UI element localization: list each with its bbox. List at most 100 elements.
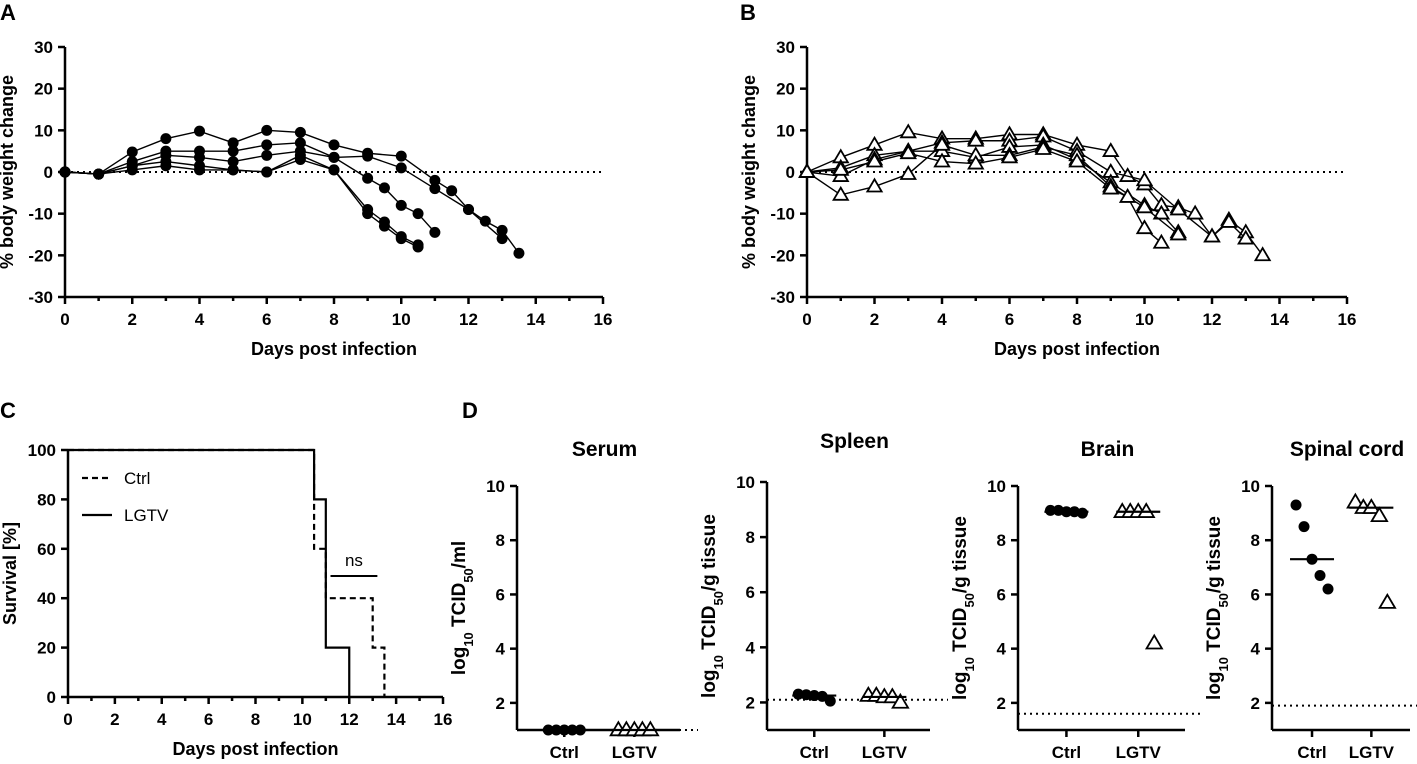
x-tick-label: LGTV <box>862 743 908 762</box>
y-tick-label: 8 <box>1251 531 1260 550</box>
data-point <box>261 149 273 161</box>
data-point <box>1034 140 1052 155</box>
data-point <box>160 160 172 172</box>
data-point <box>227 145 239 157</box>
data-point <box>899 144 917 160</box>
series-line <box>806 144 1179 233</box>
data-point <box>362 208 374 220</box>
data-point <box>261 124 273 136</box>
data-point <box>1000 148 1019 164</box>
survival-curve-lgtv <box>68 448 351 697</box>
data-point <box>378 182 390 194</box>
y-tick-label: 10 <box>486 477 505 496</box>
data-point <box>160 133 172 145</box>
x-tick-label: 12 <box>1203 310 1222 329</box>
data-point <box>126 146 138 158</box>
series-line <box>64 142 503 240</box>
data-point <box>294 154 306 165</box>
y-tick-label: 6 <box>746 583 755 602</box>
data-point <box>824 695 836 707</box>
series-line <box>64 154 419 246</box>
data-point <box>429 183 441 195</box>
panel-label: A <box>0 0 16 25</box>
data-point <box>294 137 306 149</box>
panel-title: Brain <box>1081 438 1135 461</box>
x-tick-label: 8 <box>251 710 260 729</box>
data-point <box>328 164 340 176</box>
data-point <box>227 156 239 168</box>
y-tick-label: -10 <box>28 205 53 224</box>
x-tick-label: 16 <box>434 710 453 729</box>
x-tick-label: 12 <box>340 710 359 729</box>
data-point <box>883 687 902 704</box>
data-point <box>395 162 407 174</box>
y-tick-label: 0 <box>44 163 53 182</box>
y-tick-label: -30 <box>28 288 53 307</box>
data-point <box>1362 498 1381 514</box>
data-point <box>1322 583 1334 595</box>
x-tick-label: 2 <box>128 310 137 329</box>
data-point <box>496 224 508 236</box>
x-tick-label: LGTV <box>1116 743 1162 762</box>
data-point <box>59 166 71 178</box>
y-tick-label: 8 <box>997 531 1006 550</box>
y-axis-title: log10 TCID50/g tissue <box>699 514 726 698</box>
panel-title: Spinal cord <box>1290 438 1404 461</box>
data-point <box>1169 200 1187 216</box>
data-point <box>1298 521 1310 533</box>
data-point <box>261 139 273 151</box>
data-point <box>126 164 138 176</box>
x-tick-label: 2 <box>870 310 879 329</box>
data-point <box>1237 229 1255 245</box>
x-tick-label: 2 <box>110 710 119 729</box>
x-tick-label: 0 <box>60 310 69 329</box>
y-tick-label: 20 <box>37 639 56 658</box>
y-tick-label: 10 <box>34 121 53 140</box>
x-tick-label: 4 <box>937 310 947 329</box>
data-point <box>362 150 374 162</box>
data-point <box>933 135 951 151</box>
x-axis-title: Days post infection <box>994 339 1160 359</box>
data-point <box>1220 212 1238 228</box>
y-tick-label: 2 <box>997 694 1006 713</box>
x-tick-label: LGTV <box>612 743 658 762</box>
y-axis-title: Survival [%] <box>0 522 20 625</box>
panel-label: B <box>740 0 756 25</box>
data-point <box>792 688 804 700</box>
y-tick-label: 2 <box>1251 694 1260 713</box>
y-tick-label: 20 <box>34 80 53 99</box>
data-point <box>1135 171 1154 187</box>
data-point <box>1253 246 1272 262</box>
legend-label: Ctrl <box>124 469 150 488</box>
data-point <box>412 241 424 253</box>
panel-title: Spleen <box>820 430 889 453</box>
data-point <box>328 151 340 163</box>
panel-d-spinal-cord: Spinal cord 2 4 6 8 10 Ctrl LGTV log10 TCID50/g … <box>1204 438 1417 762</box>
x-axis-title: Days post infection <box>251 339 417 359</box>
x-tick-label: 14 <box>387 710 406 729</box>
data-point <box>227 137 239 149</box>
y-tick-label: 4 <box>496 640 506 659</box>
panel-c-survival: C 0 20 40 60 80 100 0 2 4 6 8 10 12 14 16 Days post infe… <box>0 398 452 759</box>
panel-d-brain: Brain 2 4 6 8 10 Ctrl LGTV log10 TCID50/g tissue <box>950 438 1203 762</box>
x-tick-label: 8 <box>329 310 338 329</box>
y-tick-label: 4 <box>1251 640 1261 659</box>
y-tick-label: 10 <box>776 121 795 140</box>
y-tick-label: -20 <box>770 246 795 265</box>
y-tick-label: 10 <box>736 473 755 492</box>
y-tick-label: 4 <box>746 638 756 657</box>
x-tick-label: 6 <box>1005 310 1014 329</box>
data-point <box>194 151 205 163</box>
y-axis-title: log10 TCID50/ml <box>449 541 476 675</box>
x-axis-title: Days post infection <box>172 739 338 759</box>
data-point <box>899 165 917 180</box>
panel-title: Serum <box>572 438 637 461</box>
data-point <box>463 204 474 215</box>
data-point <box>1076 507 1088 519</box>
data-point <box>1102 179 1120 195</box>
data-point <box>1044 504 1056 516</box>
legend-label: LGTV <box>124 506 169 525</box>
data-point <box>1169 225 1187 241</box>
data-point <box>832 185 850 201</box>
